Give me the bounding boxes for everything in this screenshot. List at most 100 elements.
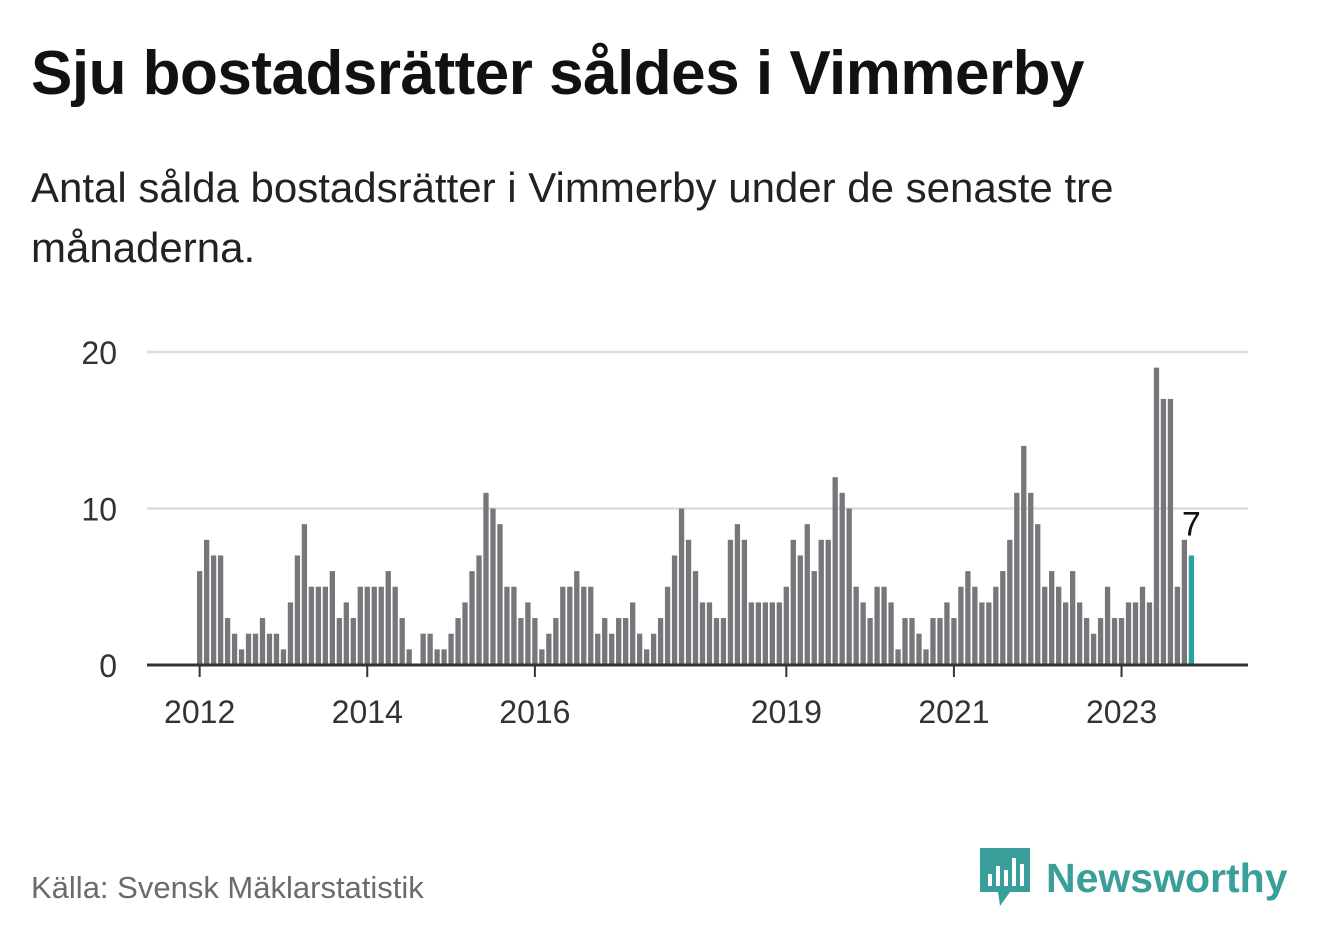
bar — [1070, 571, 1076, 665]
bar — [1146, 602, 1153, 665]
bar — [308, 586, 315, 665]
bar — [364, 586, 370, 665]
bar — [301, 524, 308, 665]
bar — [462, 602, 468, 665]
bar — [734, 524, 741, 665]
bar — [1118, 618, 1125, 665]
bar — [1090, 633, 1097, 665]
bar — [944, 602, 950, 665]
x-tick-label: 2023 — [1086, 694, 1157, 730]
bar — [706, 602, 713, 665]
bar — [224, 618, 231, 665]
bar — [748, 602, 755, 665]
bar — [1042, 586, 1048, 665]
bar — [692, 571, 699, 665]
bar — [259, 618, 266, 665]
bar — [846, 508, 852, 665]
bar — [455, 618, 461, 665]
bar — [727, 539, 734, 665]
bar — [1174, 586, 1181, 665]
brand-name: Newsworthy — [1046, 854, 1288, 901]
bar — [972, 586, 978, 665]
bar — [1014, 492, 1020, 665]
bar — [832, 477, 838, 665]
bar — [476, 555, 482, 665]
bar — [280, 649, 287, 665]
bar — [930, 618, 936, 665]
bar — [874, 586, 880, 665]
bar — [217, 555, 224, 665]
bar — [245, 633, 252, 665]
bar — [378, 586, 384, 665]
bar — [853, 586, 859, 665]
bar — [1028, 492, 1034, 665]
bar — [609, 633, 615, 665]
bar — [1104, 586, 1111, 665]
bar — [1076, 602, 1083, 665]
bar — [574, 571, 580, 665]
bar — [588, 586, 594, 665]
x-tick-label: 2021 — [918, 694, 989, 730]
bar — [343, 602, 349, 665]
bar — [539, 649, 545, 665]
bar — [1132, 602, 1139, 665]
bar — [287, 602, 294, 665]
bar — [518, 618, 524, 665]
bar — [1021, 445, 1027, 665]
bar — [804, 524, 810, 665]
x-tick-label: 2016 — [499, 694, 570, 730]
bar — [532, 618, 538, 665]
bar — [483, 492, 489, 665]
bar — [888, 602, 894, 665]
bar — [560, 586, 566, 665]
bar — [315, 586, 322, 665]
bar — [525, 602, 531, 665]
newsworthy-logo: Newsworthy — [980, 848, 1288, 908]
bar — [511, 586, 517, 665]
x-tick-label: 2014 — [332, 694, 403, 730]
bar — [1125, 602, 1132, 665]
y-tick-label: 10 — [81, 492, 117, 528]
bar — [755, 602, 762, 665]
bar — [1056, 586, 1062, 665]
bar — [210, 555, 217, 665]
bar — [469, 571, 475, 665]
bar — [951, 618, 957, 665]
bar — [811, 571, 817, 665]
bar — [671, 555, 678, 665]
bar — [762, 602, 769, 665]
bar — [490, 508, 496, 665]
bar — [685, 539, 692, 665]
bar — [1167, 398, 1174, 665]
y-tick-label: 0 — [99, 648, 117, 684]
bar — [322, 586, 329, 665]
bar — [1153, 367, 1160, 665]
bar — [860, 602, 866, 665]
x-tick-label: 2019 — [751, 694, 822, 730]
bar — [797, 555, 803, 665]
bar — [790, 539, 796, 665]
bar — [664, 586, 671, 665]
bar — [713, 618, 720, 665]
bar — [294, 555, 301, 665]
source-note: Källa: Svensk Mäklarstatistik — [31, 870, 424, 905]
bar — [197, 571, 203, 665]
bar — [427, 633, 433, 665]
bar — [350, 618, 356, 665]
y-tick-label: 20 — [81, 335, 117, 371]
bar — [252, 633, 259, 665]
bar — [650, 633, 657, 665]
chart-subtitle: Antal sålda bostadsrätter i Vimmerby und… — [31, 164, 1114, 271]
bar — [602, 618, 608, 665]
bar — [434, 649, 440, 665]
bar — [399, 618, 405, 665]
bar — [916, 633, 922, 665]
bar — [1007, 539, 1013, 665]
bar — [678, 508, 685, 665]
bar — [266, 633, 273, 665]
bar — [657, 618, 664, 665]
bar — [630, 602, 636, 665]
newsworthy-logo-icon — [980, 848, 1030, 906]
bar — [937, 618, 943, 665]
bar — [636, 633, 643, 665]
